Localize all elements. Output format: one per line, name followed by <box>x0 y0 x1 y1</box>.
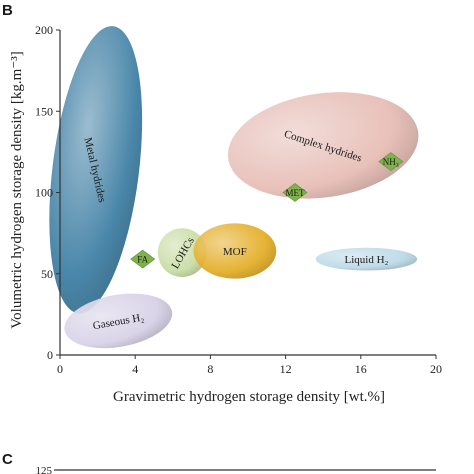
bottom-panel-tick-label: 125 <box>36 465 53 474</box>
x-axis-label: Gravimetric hydrogen storage density [wt… <box>113 389 385 405</box>
x-tick-label: 4 <box>132 362 138 376</box>
point-marker <box>378 152 404 171</box>
region-ellipse <box>64 293 173 349</box>
y-tick-label: 200 <box>35 23 53 37</box>
region-label: Liquid H₂ <box>345 254 389 266</box>
x-tick-label: 8 <box>207 362 213 376</box>
region-ellipse <box>227 92 419 199</box>
y-tick-label: 50 <box>41 267 53 281</box>
point-marker <box>282 183 308 202</box>
x-tick-label: 16 <box>355 362 367 376</box>
panel-letter-b: B <box>2 2 13 19</box>
region-ellipse <box>49 26 143 314</box>
point-label: MET <box>286 188 306 198</box>
point-label: NH₃ <box>383 157 399 167</box>
region-ellipse <box>193 223 277 279</box>
point-label: FA <box>137 255 148 265</box>
x-tick-label: 12 <box>280 362 292 376</box>
y-tick-label: 100 <box>35 186 53 200</box>
region-ellipse <box>315 247 418 271</box>
y-tick-label: 150 <box>35 104 53 118</box>
x-tick-label: 0 <box>57 362 63 376</box>
points-layer: FA MET NH₃ <box>130 152 404 269</box>
point-marker <box>130 249 156 269</box>
panel-letter-c: C <box>2 451 13 468</box>
region-label: MOF <box>223 246 247 258</box>
x-tick-label: 20 <box>430 362 442 376</box>
region-ellipse <box>157 228 207 277</box>
y-axis-label: Volumetric hydrogen storage density [kg.… <box>9 51 25 329</box>
y-tick-label: 0 <box>47 348 53 362</box>
